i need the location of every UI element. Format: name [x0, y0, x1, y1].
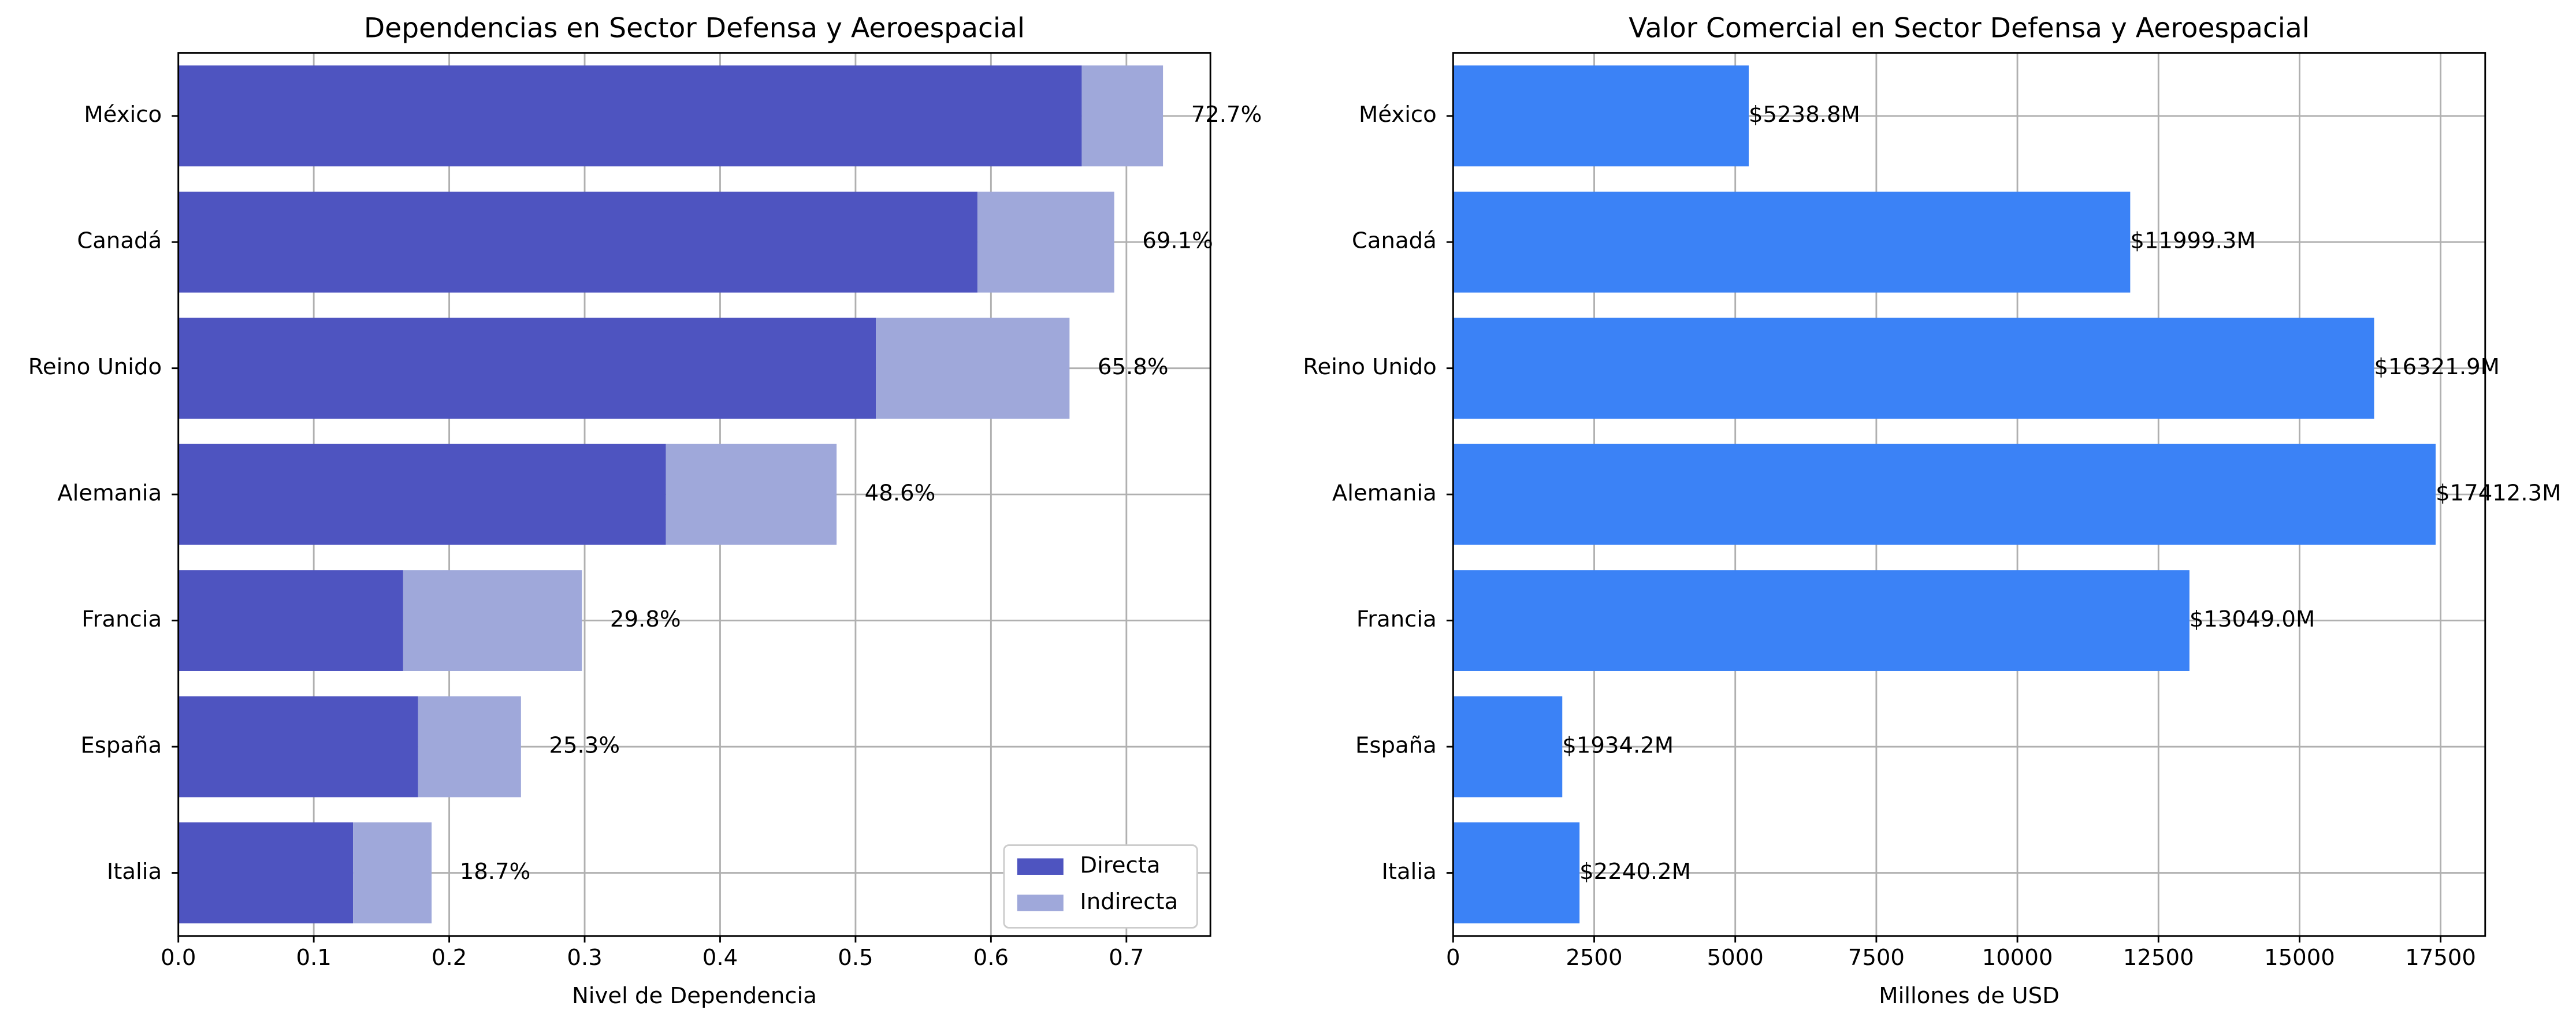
y-tick-label: España [80, 733, 162, 759]
chart-panel: Dependencias en Sector Defensa y Aeroesp… [28, 13, 1262, 1009]
legend-swatch [1017, 895, 1064, 911]
bar [1453, 191, 2131, 293]
x-tick-label: 7500 [1848, 945, 1905, 971]
y-tick-label: Italia [107, 859, 162, 885]
y-tick-label: Francia [81, 606, 162, 632]
x-tick-label: 0.6 [973, 945, 1009, 971]
legend-label: Indirecta [1080, 889, 1178, 915]
x-tick-label: 15000 [2264, 945, 2335, 971]
y-tick-label: Canadá [1352, 228, 1437, 254]
bar-segment [977, 191, 1114, 293]
bar [1453, 318, 2374, 419]
x-tick-label: 0.4 [702, 945, 738, 971]
x-tick-label: 2500 [1566, 945, 1622, 971]
value-label: $2240.2M [1579, 859, 1691, 885]
x-tick-label: 0.2 [432, 945, 467, 971]
bar [1453, 822, 1580, 923]
bar-segment [353, 822, 432, 923]
value-label: $1934.2M [1562, 733, 1674, 759]
y-tick-label: Canadá [77, 228, 162, 254]
bar-segment [178, 65, 1082, 167]
total-label: 29.8% [610, 606, 681, 632]
bar-segment [403, 570, 582, 671]
x-tick-label: 17500 [2405, 945, 2476, 971]
x-tick-label: 0 [1446, 945, 1460, 971]
value-label: $11999.3M [2130, 228, 2255, 254]
y-tick-label: Alemania [1332, 480, 1437, 506]
value-label: $5238.8M [1749, 102, 1860, 128]
x-tick-label: 0.0 [161, 945, 196, 971]
y-tick-label: España [1355, 733, 1437, 759]
bar [1453, 444, 2436, 545]
bar [1453, 570, 2190, 671]
x-axis-label: Nivel de Dependencia [572, 983, 817, 1009]
y-tick-label: Reino Unido [1303, 354, 1436, 380]
chart-title: Valor Comercial en Sector Defensa y Aero… [1629, 13, 2310, 44]
x-tick-label: 0.5 [838, 945, 873, 971]
axes-frame [1452, 52, 2486, 937]
bar-segment [876, 318, 1070, 419]
bar-segment [178, 570, 403, 671]
total-label: 25.3% [549, 733, 620, 759]
x-tick-label: 0.7 [1109, 945, 1144, 971]
total-label: 48.6% [865, 480, 936, 506]
value-label: $17412.3M [2436, 480, 2561, 506]
bar-segment [178, 822, 354, 923]
x-axis-label: Millones de USD [1879, 983, 2060, 1009]
y-tick-label: Alemania [57, 480, 162, 506]
x-tick-label: 10000 [1982, 945, 2053, 971]
bar [1453, 696, 1563, 798]
total-label: 65.8% [1098, 354, 1169, 380]
y-tick-label: Francia [1356, 606, 1437, 632]
chart-title: Dependencias en Sector Defensa y Aeroesp… [364, 13, 1025, 44]
value-label: $16321.9M [2374, 354, 2500, 380]
total-label: 18.7% [460, 859, 531, 885]
bar [1453, 65, 1749, 167]
y-tick-label: Italia [1382, 859, 1437, 885]
axes-frame [177, 52, 1211, 937]
bar-segment [178, 696, 418, 798]
x-tick-label: 0.3 [567, 945, 602, 971]
bar-segment [1081, 65, 1164, 167]
legend-label: Directa [1080, 852, 1160, 878]
bar-segment [178, 444, 666, 545]
legend-swatch [1017, 858, 1064, 875]
bar-segment [418, 696, 521, 798]
value-label: $13049.0M [2190, 606, 2315, 632]
bar-segment [178, 191, 977, 293]
x-tick-label: 0.1 [296, 945, 331, 971]
bar-segment [178, 318, 876, 419]
bar-segment [666, 444, 837, 545]
y-tick-label: Reino Unido [28, 354, 162, 380]
x-tick-label: 12500 [2123, 945, 2194, 971]
total-label: 69.1% [1142, 228, 1213, 254]
total-label: 72.7% [1191, 102, 1262, 128]
chart-panel: Valor Comercial en Sector Defensa y Aero… [1303, 13, 2561, 1009]
y-tick-label: México [84, 102, 162, 128]
x-tick-label: 5000 [1707, 945, 1764, 971]
y-tick-label: México [1359, 102, 1437, 128]
